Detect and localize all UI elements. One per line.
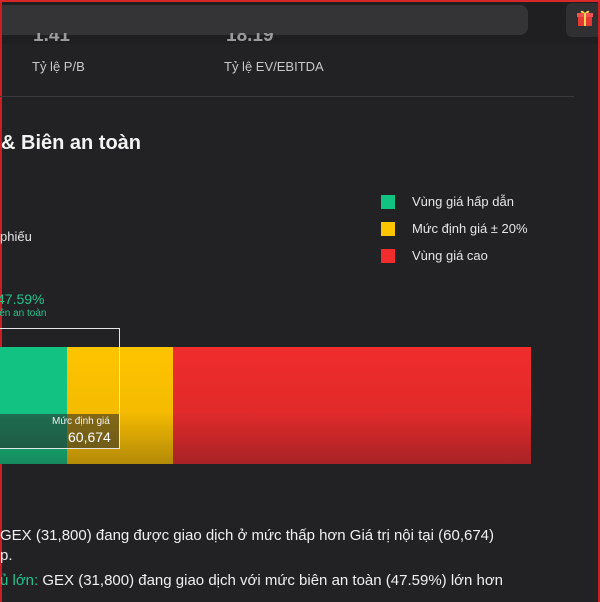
summary-paragraph-2: ủ lớn: GEX (31,800) đang giao dịch với m… xyxy=(0,572,503,589)
search-input[interactable] xyxy=(0,5,528,35)
fair-value-number: 60,674 xyxy=(68,429,111,445)
window-frame-left xyxy=(0,2,2,602)
top-header xyxy=(0,2,600,44)
fair-value-label: Mức định giá xyxy=(52,416,110,427)
summary-paragraph-1: GEX (31,800) đang được giao dịch ở mức t… xyxy=(0,526,600,566)
legend-label: Mức định giá ± 20% xyxy=(412,221,528,236)
ev-ebitda-label: Tỷ lệ EV/EBITDA xyxy=(224,59,324,74)
gift-button[interactable] xyxy=(566,3,600,37)
summary-highlight: ủ lớn: xyxy=(0,572,39,589)
legend-label: Vùng giá cao xyxy=(412,248,488,263)
pb-ratio-label: Tỷ lệ P/B xyxy=(32,59,85,74)
legend-item-attractive: Vùng giá hấp dẫn xyxy=(381,188,528,215)
legend-swatch-yellow xyxy=(381,221,395,236)
chart-sub-label: phiếu xyxy=(0,229,32,244)
section-divider xyxy=(0,96,574,97)
legend-item-fair: Mức định giá ± 20% xyxy=(381,215,528,242)
section-title: & Biên an toàn xyxy=(1,132,142,154)
summary-line-1: GEX (31,800) đang được giao dịch ở mức t… xyxy=(0,527,495,544)
summary-line-1-cont: p. xyxy=(0,547,13,564)
high-zone-bar xyxy=(173,347,531,464)
fair-value-box xyxy=(0,414,120,449)
window-frame-right xyxy=(598,2,600,602)
legend-swatch-red xyxy=(381,248,395,263)
margin-of-safety-label: iên an toàn xyxy=(0,308,47,319)
chart-legend: Vùng giá hấp dẫn Mức định giá ± 20% Vùng… xyxy=(381,188,528,269)
margin-of-safety-value: 47.59% xyxy=(0,291,45,307)
pb-ratio-value: 1.41 xyxy=(33,33,70,46)
legend-label: Vùng giá hấp dẫn xyxy=(412,194,514,209)
summary-line-2: GEX (31,800) đang giao dịch với mức biên… xyxy=(38,572,504,589)
legend-item-high: Vùng giá cao xyxy=(381,242,528,269)
ev-ebitda-value: 18.19 xyxy=(226,33,274,46)
margin-of-safety-box xyxy=(0,328,120,449)
gift-icon xyxy=(576,9,594,32)
legend-swatch-green xyxy=(381,194,395,209)
